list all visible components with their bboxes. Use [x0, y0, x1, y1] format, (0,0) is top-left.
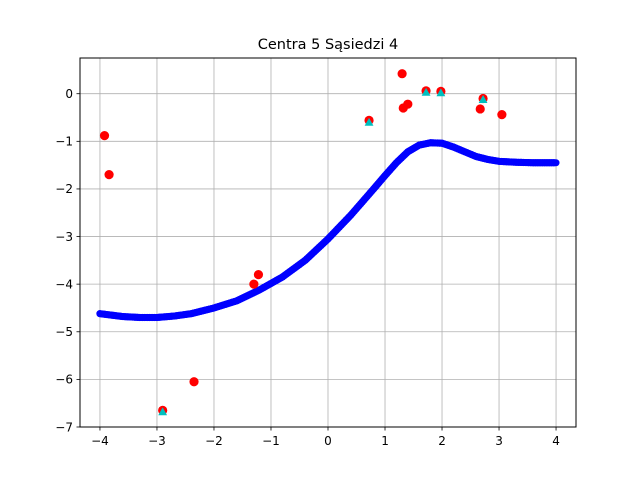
- center-point: [478, 95, 488, 103]
- center-point: [436, 88, 446, 97]
- x-tick-label: −4: [91, 434, 109, 448]
- x-tick-label: 0: [324, 434, 332, 448]
- center-point: [421, 87, 431, 96]
- curve-series: [96, 139, 560, 322]
- sample-point: [249, 279, 259, 289]
- centers-series: [158, 87, 488, 416]
- y-tick-label: −1: [55, 135, 73, 149]
- y-tick-label: −4: [55, 277, 73, 291]
- center-point: [364, 117, 374, 126]
- x-tick-label: 2: [438, 434, 446, 448]
- x-tick-label: 3: [495, 434, 503, 448]
- y-tick-label: −7: [55, 420, 73, 434]
- chart-title: Centra 5 Sąsiedzi 4: [258, 37, 398, 53]
- y-tick-label: 0: [65, 87, 73, 101]
- y-tick-label: −5: [55, 325, 73, 339]
- sample-point: [253, 270, 264, 280]
- sample-point: [403, 99, 413, 109]
- y-tick-label: −3: [55, 230, 73, 244]
- x-tick-label: 4: [552, 434, 560, 448]
- sample-point: [497, 110, 507, 120]
- sample-point: [104, 170, 114, 180]
- x-tick-label: −3: [148, 434, 166, 448]
- x-tick-label: 1: [381, 434, 389, 448]
- x-tick-label: −2: [205, 434, 223, 448]
- sample-point: [189, 377, 199, 387]
- sample-point: [475, 104, 485, 114]
- x-tick-label: −1: [262, 434, 280, 448]
- y-tick-label: −6: [55, 373, 73, 387]
- sample-point: [397, 69, 407, 79]
- curve-point: [550, 159, 558, 167]
- y-tick-label: −2: [55, 182, 73, 196]
- sample-point: [99, 131, 110, 141]
- x-axis: −4 −3 −2 −1 0 1 2 3 4: [91, 427, 560, 448]
- center-point: [158, 407, 168, 416]
- y-axis: −7 −6 −5 −4 −3 −2 −1 0: [55, 87, 80, 434]
